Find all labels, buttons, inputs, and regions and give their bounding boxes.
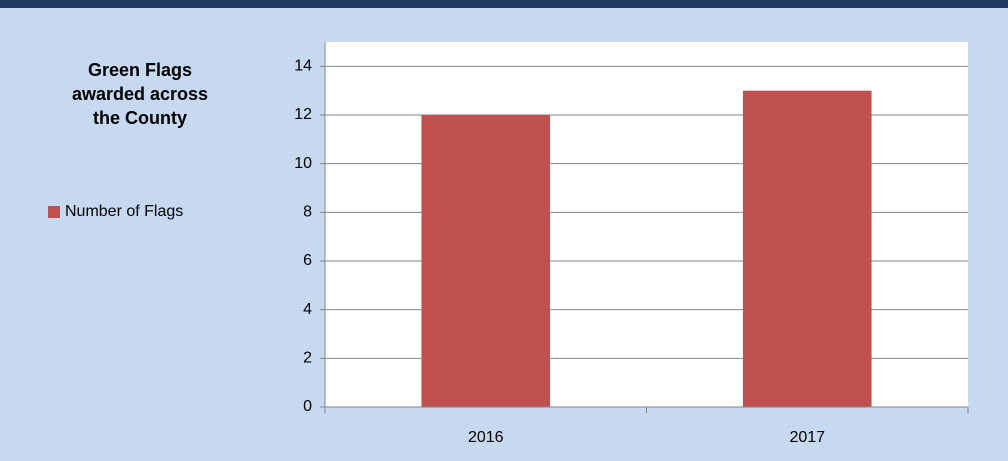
y-tick-label: 12 <box>294 106 312 123</box>
y-tick-label: 0 <box>303 398 312 415</box>
y-tick-label: 10 <box>294 155 312 172</box>
legend-label: Number of Flags <box>65 203 183 220</box>
x-tick-label: 2017 <box>789 429 825 446</box>
y-tick-label: 8 <box>303 204 312 221</box>
y-tick-label: 14 <box>294 58 312 75</box>
bar <box>421 115 551 407</box>
y-tick-label: 4 <box>303 301 312 318</box>
y-tick-label: 2 <box>303 350 312 367</box>
chart-title: Green Flags awarded across the County <box>71 60 209 128</box>
top-bar <box>0 0 1008 8</box>
y-tick-label: 6 <box>303 252 312 269</box>
x-tick-label: 2016 <box>468 429 504 446</box>
bar <box>742 90 872 408</box>
legend-swatch <box>48 206 60 218</box>
